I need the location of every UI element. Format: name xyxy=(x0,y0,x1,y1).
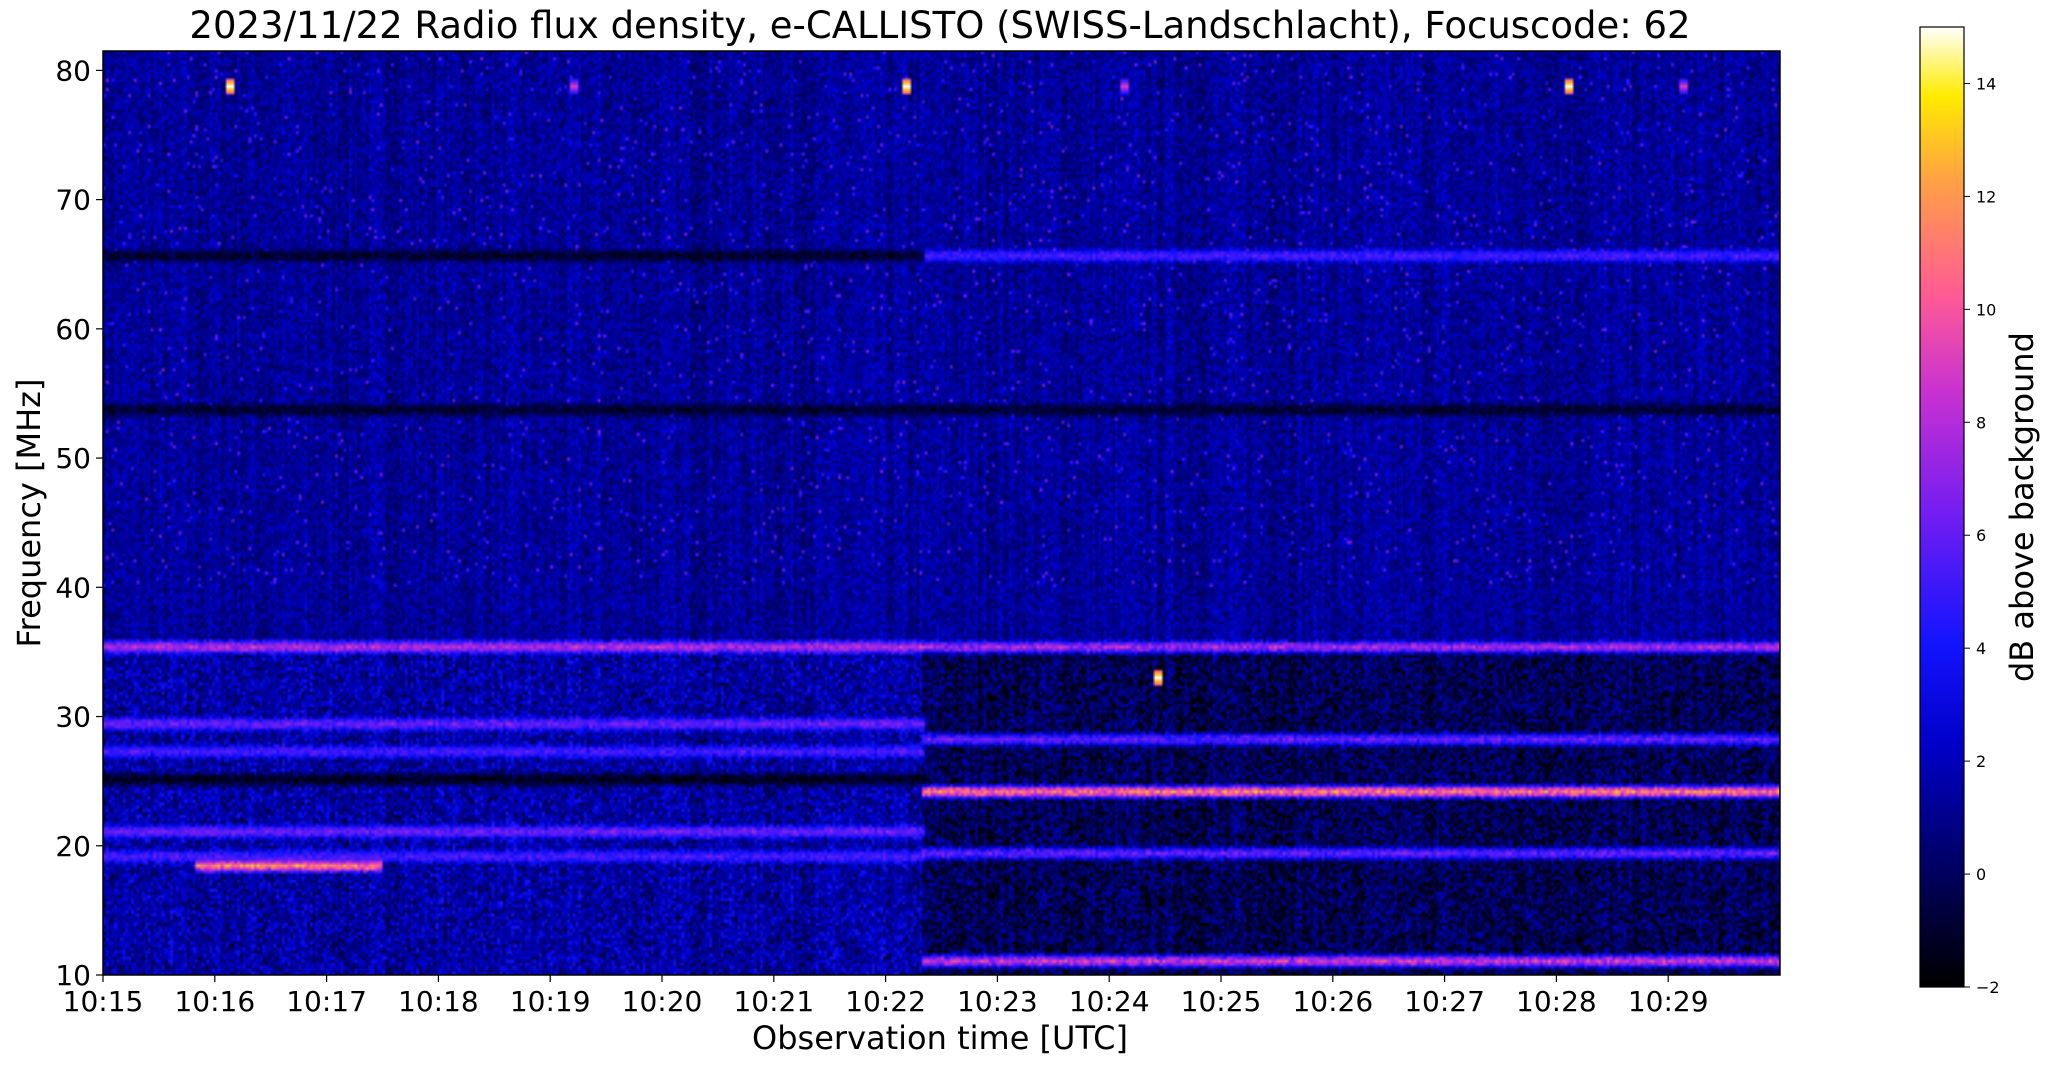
y-tick-label: 40 xyxy=(55,571,91,604)
colorbar-gradient xyxy=(1920,27,1964,987)
spectrogram-plot xyxy=(102,50,1781,976)
colorbar-tick-label: 8 xyxy=(1976,413,1986,432)
x-tick-label: 10:21 xyxy=(733,985,814,1018)
colorbar-tick-label: −2 xyxy=(1976,978,2000,997)
colorbar-tick-label: 6 xyxy=(1976,526,1986,545)
colorbar-ticks: −2 0 2 4 6 8 10 12 14 xyxy=(1964,74,2000,997)
x-tick-label: 10:27 xyxy=(1404,985,1485,1018)
y-axis-label: Frequency [MHz] xyxy=(10,379,48,648)
y-tick-label: 10 xyxy=(55,959,91,992)
x-tick-label: 10:18 xyxy=(398,985,479,1018)
x-axis-label: Observation time [UTC] xyxy=(752,1019,1128,1057)
x-tick-label: 10:22 xyxy=(845,985,926,1018)
colorbar-label: dB above background xyxy=(2003,332,2041,682)
x-tick-label: 10:16 xyxy=(174,985,255,1018)
y-tick-label: 20 xyxy=(55,830,91,863)
chart-title: 2023/11/22 Radio flux density, e-CALLIST… xyxy=(189,4,1690,47)
x-tick-label: 10:29 xyxy=(1628,985,1709,1018)
x-tick-label: 10:28 xyxy=(1516,985,1597,1018)
colorbar-tick-label: 0 xyxy=(1976,865,1986,884)
x-tick-label: 10:15 xyxy=(63,985,144,1018)
y-tick-label: 30 xyxy=(55,701,91,734)
x-tick-label: 10:25 xyxy=(1181,985,1262,1018)
x-tick-label: 10:26 xyxy=(1292,985,1373,1018)
colorbar-tick-label: 4 xyxy=(1976,639,1986,658)
y-tick-label: 60 xyxy=(55,313,91,346)
plot-frame xyxy=(102,50,1781,976)
spectrogram-heatmap xyxy=(103,51,1780,975)
y-tick-label: 70 xyxy=(55,184,91,217)
x-tick-label: 10:23 xyxy=(957,985,1038,1018)
colorbar-tick-label: 12 xyxy=(1976,187,1996,206)
y-tick-label: 80 xyxy=(55,54,91,87)
colorbar-tick-label: 14 xyxy=(1976,74,1996,93)
x-tick-label: 10:17 xyxy=(286,985,367,1018)
x-tick-label: 10:20 xyxy=(622,985,703,1018)
x-tick-label: 10:19 xyxy=(510,985,591,1018)
colorbar-tick-label: 10 xyxy=(1976,300,1996,319)
colorbar-tick-label: 2 xyxy=(1976,752,1986,771)
y-axis: 10 20 30 40 50 60 70 80 xyxy=(55,54,103,992)
colorbar: −2 0 2 4 6 8 10 12 14 dB above background xyxy=(1919,26,2041,997)
x-tick-label: 10:24 xyxy=(1069,985,1150,1018)
y-tick-label: 50 xyxy=(55,442,91,475)
x-axis: 10:15 10:16 10:17 10:18 10:19 10:20 10:21 10:22… xyxy=(63,975,1709,1018)
colorbar-frame xyxy=(1919,26,1965,988)
